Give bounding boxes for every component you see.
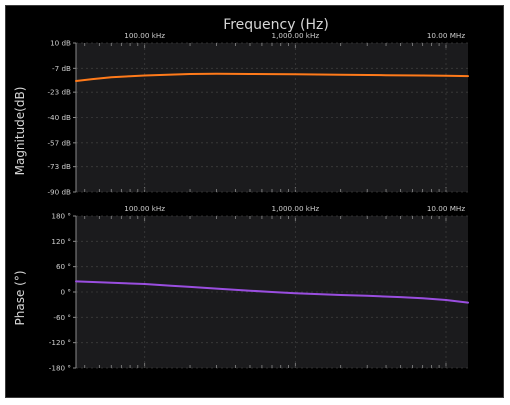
chart-title: Frequency (Hz) — [223, 17, 329, 33]
phase-panel: 180 ° 120 ° 60 ° 0 ° -60 ° -120 ° -180 ° 100.00… — [49, 204, 469, 373]
mag-y-tick-label: -7 dB — [52, 64, 71, 73]
phase-y-tick-label: 180 ° — [51, 212, 71, 221]
phase-y-tick-label: -60 ° — [53, 313, 71, 322]
phase-series-line — [75, 280, 469, 304]
phase-axis-label: Phase (°) — [13, 270, 27, 325]
phase-y-tick-label: 120 ° — [51, 237, 71, 246]
mag-y-tick-label: -90 dB — [47, 188, 71, 197]
mag-y-tick-label: 10 dB — [50, 39, 71, 48]
mag-series-line — [75, 72, 469, 82]
phase-x-tick-label: 10.00 MHz — [427, 204, 465, 213]
mag-x-tick-label: 1,000.00 kHz — [272, 31, 320, 40]
phase-x-tick-label: 1,000.00 kHz — [272, 204, 320, 213]
mag-y-tick-label: -73 dB — [47, 162, 71, 171]
phase-y-tick-label: -180 ° — [49, 364, 71, 373]
mag-y-tick-label: -23 dB — [47, 88, 71, 97]
phase-y-tick-label: 0 ° — [61, 288, 71, 297]
phase-y-tick-label: 60 ° — [56, 262, 71, 271]
phase-x-tick-label: 100.00 kHz — [124, 204, 165, 213]
mag-y-tick-label: -57 dB — [47, 138, 71, 147]
mag-x-tick-label: 10.00 MHz — [427, 31, 465, 40]
bode-plot-svg: Frequency (Hz) 10 dB -7 dB -23 dB -40 dB -57… — [13, 17, 469, 373]
phase-y-tick-label: -120 ° — [49, 338, 71, 347]
mag-x-tick-label: 100.00 kHz — [124, 31, 165, 40]
bode-plot-panel: Frequency (Hz) 10 dB -7 dB -23 dB -40 dB -57… — [5, 5, 504, 398]
mag-y-tick-label: -40 dB — [47, 113, 71, 122]
magnitude-panel: 10 dB -7 dB -23 dB -40 dB -57 dB -73 dB -90 dB… — [47, 31, 469, 197]
magnitude-axis-label: Magnitude(dB) — [13, 87, 27, 176]
